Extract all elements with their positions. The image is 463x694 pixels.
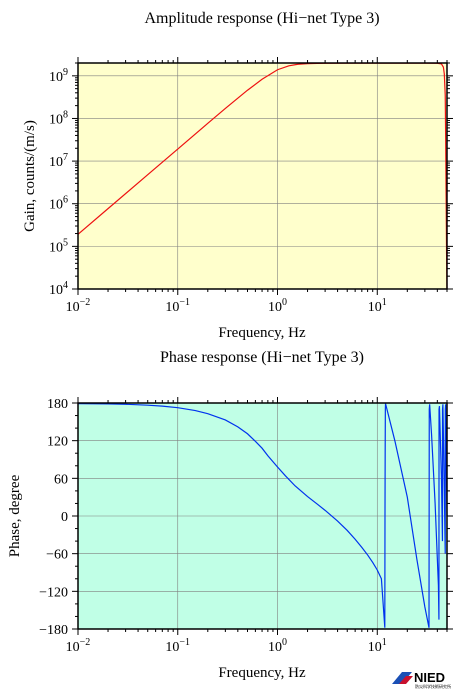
nied-logo-text: NIED — [414, 670, 445, 685]
amplitude-gridlines — [78, 63, 447, 289]
phase-x-tick-label: 10−1 — [165, 637, 190, 655]
phase-ylabel: Phase, degree — [7, 474, 23, 557]
phase-ticks: 10−2 10−1 100 101 180 120 60 0 −60 −120 −180 — [39, 397, 453, 655]
amplitude-chart: Amplitude response (Hi−net Type 3) 10−2 1… — [22, 10, 453, 341]
phase-x-tick-label: 101 — [368, 637, 387, 655]
phase-chart: Phase response (Hi−net Type 3) 10−2 10−1 1… — [7, 349, 453, 681]
phase-x-tick-label: 100 — [268, 637, 287, 655]
amplitude-y-tick-label: 108 — [49, 109, 68, 127]
amplitude-y-tick-label: 105 — [49, 237, 68, 255]
amplitude-y-tick-label: 109 — [49, 67, 68, 85]
amplitude-y-tick-label: 104 — [49, 280, 68, 298]
amplitude-xlabel: Frequency, Hz — [218, 325, 306, 341]
amplitude-chart-title: Amplitude response (Hi−net Type 3) — [144, 10, 379, 27]
amplitude-y-tick-label: 106 — [49, 195, 68, 213]
amplitude-x-tick-label: 101 — [368, 297, 387, 315]
phase-y-tick-label: 180 — [47, 397, 68, 412]
amplitude-ylabel: Gain, counts/(m/s) — [22, 120, 38, 232]
phase-y-tick-label: −60 — [46, 548, 68, 563]
phase-x-tick-label: 10−2 — [66, 637, 91, 655]
nied-logo-subtext: 防災科学技術研究所 — [415, 683, 451, 689]
amplitude-plot-area — [78, 63, 447, 289]
phase-y-tick-label: 60 — [54, 472, 68, 487]
amplitude-x-tick-label: 10−2 — [66, 297, 91, 315]
phase-y-tick-label: 120 — [47, 435, 68, 450]
amplitude-ticks: 10−2 10−1 100 101 104 105 106 107 108 109 — [49, 57, 453, 315]
phase-y-tick-label: −180 — [39, 623, 68, 638]
phase-xlabel: Frequency, Hz — [218, 665, 306, 681]
amplitude-y-tick-label: 107 — [49, 152, 68, 170]
phase-y-tick-label: 0 — [61, 510, 68, 525]
phase-y-tick-label: −120 — [39, 585, 68, 600]
phase-chart-title: Phase response (Hi−net Type 3) — [160, 349, 364, 366]
phase-curve — [77, 403, 448, 628]
amplitude-x-tick-label: 100 — [268, 297, 287, 315]
nied-logo-icon — [392, 672, 413, 684]
nied-logo: NIED 防災科学技術研究所 — [392, 670, 451, 689]
amplitude-x-tick-label: 10−1 — [165, 297, 190, 315]
